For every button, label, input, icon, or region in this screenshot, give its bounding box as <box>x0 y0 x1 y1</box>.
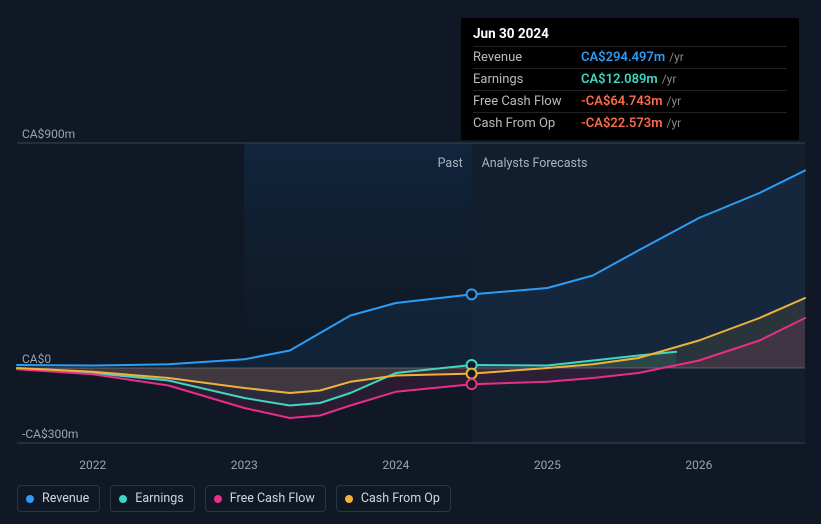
tooltip-row-unit: /yr <box>669 50 684 64</box>
legend-item-revenue[interactable]: Revenue <box>17 485 100 512</box>
tooltip-row: Revenue CA$294.497m /yr <box>473 46 787 68</box>
y-axis-label-900: CA$900m <box>22 127 75 141</box>
tooltip-row-value: -CA$22.573m <box>581 116 663 131</box>
legend-label: Cash From Op <box>361 491 440 506</box>
y-axis-label-neg300: -CA$300m <box>22 427 78 441</box>
x-axis-label: 2022 <box>79 458 106 472</box>
legend-item-earnings[interactable]: Earnings <box>110 485 194 512</box>
legend-swatch <box>26 495 34 503</box>
x-axis-label: 2024 <box>382 458 409 472</box>
tooltip-row-label: Earnings <box>473 72 581 87</box>
chart-tooltip: Jun 30 2024 Revenue CA$294.497m /yr Earn… <box>461 18 799 140</box>
y-axis-label-0: CA$0 <box>22 352 51 366</box>
tooltip-row-label: Cash From Op <box>473 116 581 131</box>
tooltip-row-unit: /yr <box>662 72 677 86</box>
tooltip-row-label: Revenue <box>473 50 581 65</box>
tooltip-row-value: CA$12.089m <box>581 72 658 87</box>
tooltip-row: Earnings CA$12.089m /yr <box>473 68 787 90</box>
tooltip-row-unit: /yr <box>667 116 682 130</box>
tooltip-row-value: -CA$64.743m <box>581 94 663 109</box>
legend-label: Earnings <box>135 491 183 506</box>
tooltip-row-value: CA$294.497m <box>581 50 665 65</box>
tooltip-date: Jun 30 2024 <box>473 26 787 42</box>
past-region-label: Past <box>438 156 463 171</box>
legend-item-cfo[interactable]: Cash From Op <box>336 485 451 512</box>
legend-swatch <box>119 495 127 503</box>
x-axis-label: 2023 <box>231 458 258 472</box>
legend-label: Free Cash Flow <box>230 491 315 506</box>
legend-item-fcf[interactable]: Free Cash Flow <box>205 485 326 512</box>
legend-swatch <box>345 495 353 503</box>
chart-legend: Revenue Earnings Free Cash Flow Cash Fro… <box>17 485 451 512</box>
tooltip-row-label: Free Cash Flow <box>473 94 581 109</box>
tooltip-row-unit: /yr <box>667 94 682 108</box>
x-axis-label: 2026 <box>685 458 712 472</box>
x-axis-label: 2025 <box>534 458 561 472</box>
legend-label: Revenue <box>42 491 89 506</box>
tooltip-row: Cash From Op -CA$22.573m /yr <box>473 112 787 134</box>
forecast-region-label: Analysts Forecasts <box>482 156 588 171</box>
legend-swatch <box>214 495 222 503</box>
tooltip-row: Free Cash Flow -CA$64.743m /yr <box>473 90 787 112</box>
